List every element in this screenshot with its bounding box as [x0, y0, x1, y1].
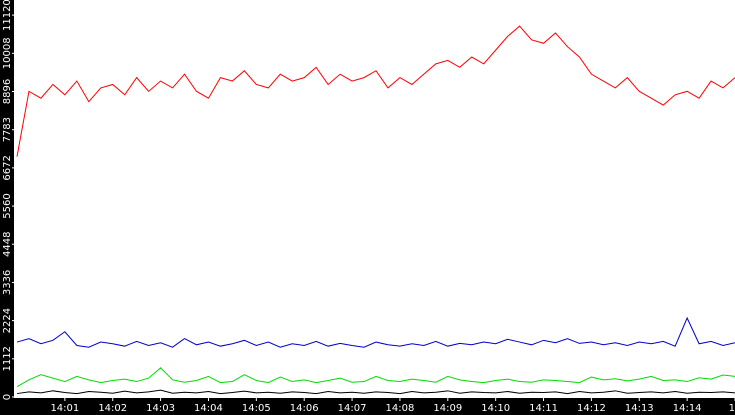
x-tick-label: 14:14: [673, 403, 702, 414]
x-tick-label: 14: [729, 403, 735, 414]
y-tick-label: 6672: [2, 155, 13, 180]
x-tick-label: 14:12: [577, 403, 606, 414]
y-axis-strip: [0, 0, 14, 415]
x-tick-label: 14:05: [242, 403, 271, 414]
y-tick-label: 4448: [2, 232, 13, 257]
x-tick-label: 14:01: [50, 403, 79, 414]
x-tick-label: 14:03: [146, 403, 175, 414]
x-tick-label: 14:04: [194, 403, 223, 414]
x-tick-label: 14:09: [433, 403, 462, 414]
y-tick-label: 11120: [2, 0, 13, 31]
y-tick-label: 5560: [2, 193, 13, 218]
series-line: [16, 389, 735, 395]
series-line: [16, 25, 735, 157]
y-tick-label: 10008: [2, 37, 13, 69]
series-line: [16, 316, 735, 348]
y-tick-label: 0: [2, 394, 13, 400]
x-tick-label: 14:08: [386, 403, 415, 414]
x-axis-strip: [0, 398, 735, 415]
y-tick-label: 1112: [2, 346, 13, 371]
x-tick-label: 14:02: [98, 403, 127, 414]
y-tick-label: 7783: [2, 117, 13, 142]
x-tick-label: 14:10: [481, 403, 510, 414]
x-tick-label: 14:07: [338, 403, 367, 414]
y-tick-label: 8896: [2, 79, 13, 104]
series-line: [16, 367, 735, 388]
x-tick-label: 14:13: [625, 403, 654, 414]
x-tick-label: 14:06: [290, 403, 319, 414]
y-tick-label: 2224: [2, 308, 13, 333]
y-tick-label: 3336: [2, 270, 13, 295]
x-tick-label: 14:11: [529, 403, 558, 414]
